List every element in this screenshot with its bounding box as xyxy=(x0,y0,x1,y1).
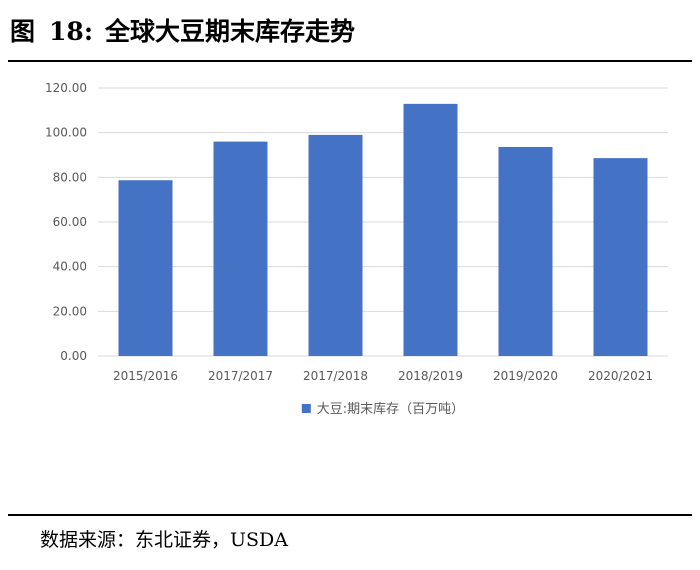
bar xyxy=(403,103,458,357)
figure-label: 图 xyxy=(10,17,36,46)
y-tick-label: 0.00 xyxy=(60,349,87,363)
figure-colon: : xyxy=(83,17,94,46)
bar xyxy=(118,180,173,356)
bar xyxy=(498,146,553,356)
legend-swatch xyxy=(301,404,311,413)
y-tick-label: 20.00 xyxy=(53,304,87,318)
figure-title-text: 全球大豆期末库存走势 xyxy=(105,17,356,46)
bar-chart: 0.00 20.00 40.00 60.00 80.00 100.00 120.00 2015… xyxy=(45,81,668,417)
x-tick-label: 2015/2016 xyxy=(113,369,178,383)
top-rule xyxy=(8,60,692,62)
bottom-rule xyxy=(8,514,692,516)
x-tick-label: 2017/2017 xyxy=(208,369,273,383)
legend-label: 大豆:期末库存（百万吨） xyxy=(317,401,464,417)
x-tick-label: 2017/2018 xyxy=(303,369,368,383)
y-tick-label: 80.00 xyxy=(53,170,87,184)
y-tick-label: 60.00 xyxy=(53,215,87,229)
y-tick-label: 40.00 xyxy=(53,260,87,274)
bar xyxy=(308,134,363,356)
x-tick-label: 2018/2019 xyxy=(398,369,463,383)
source-note: 数据来源：东北证券，USDA xyxy=(40,529,288,551)
bar xyxy=(213,141,268,356)
x-tick-label: 2019/2020 xyxy=(493,369,558,383)
x-tick-label: 2020/2021 xyxy=(588,369,653,383)
figure-number: 18 xyxy=(49,17,84,46)
y-tick-label: 120.00 xyxy=(45,81,87,95)
figure-title: 图 18: 全球大豆期末库存走势 xyxy=(10,8,690,56)
bar xyxy=(593,158,648,356)
y-tick-label: 100.00 xyxy=(45,126,87,140)
